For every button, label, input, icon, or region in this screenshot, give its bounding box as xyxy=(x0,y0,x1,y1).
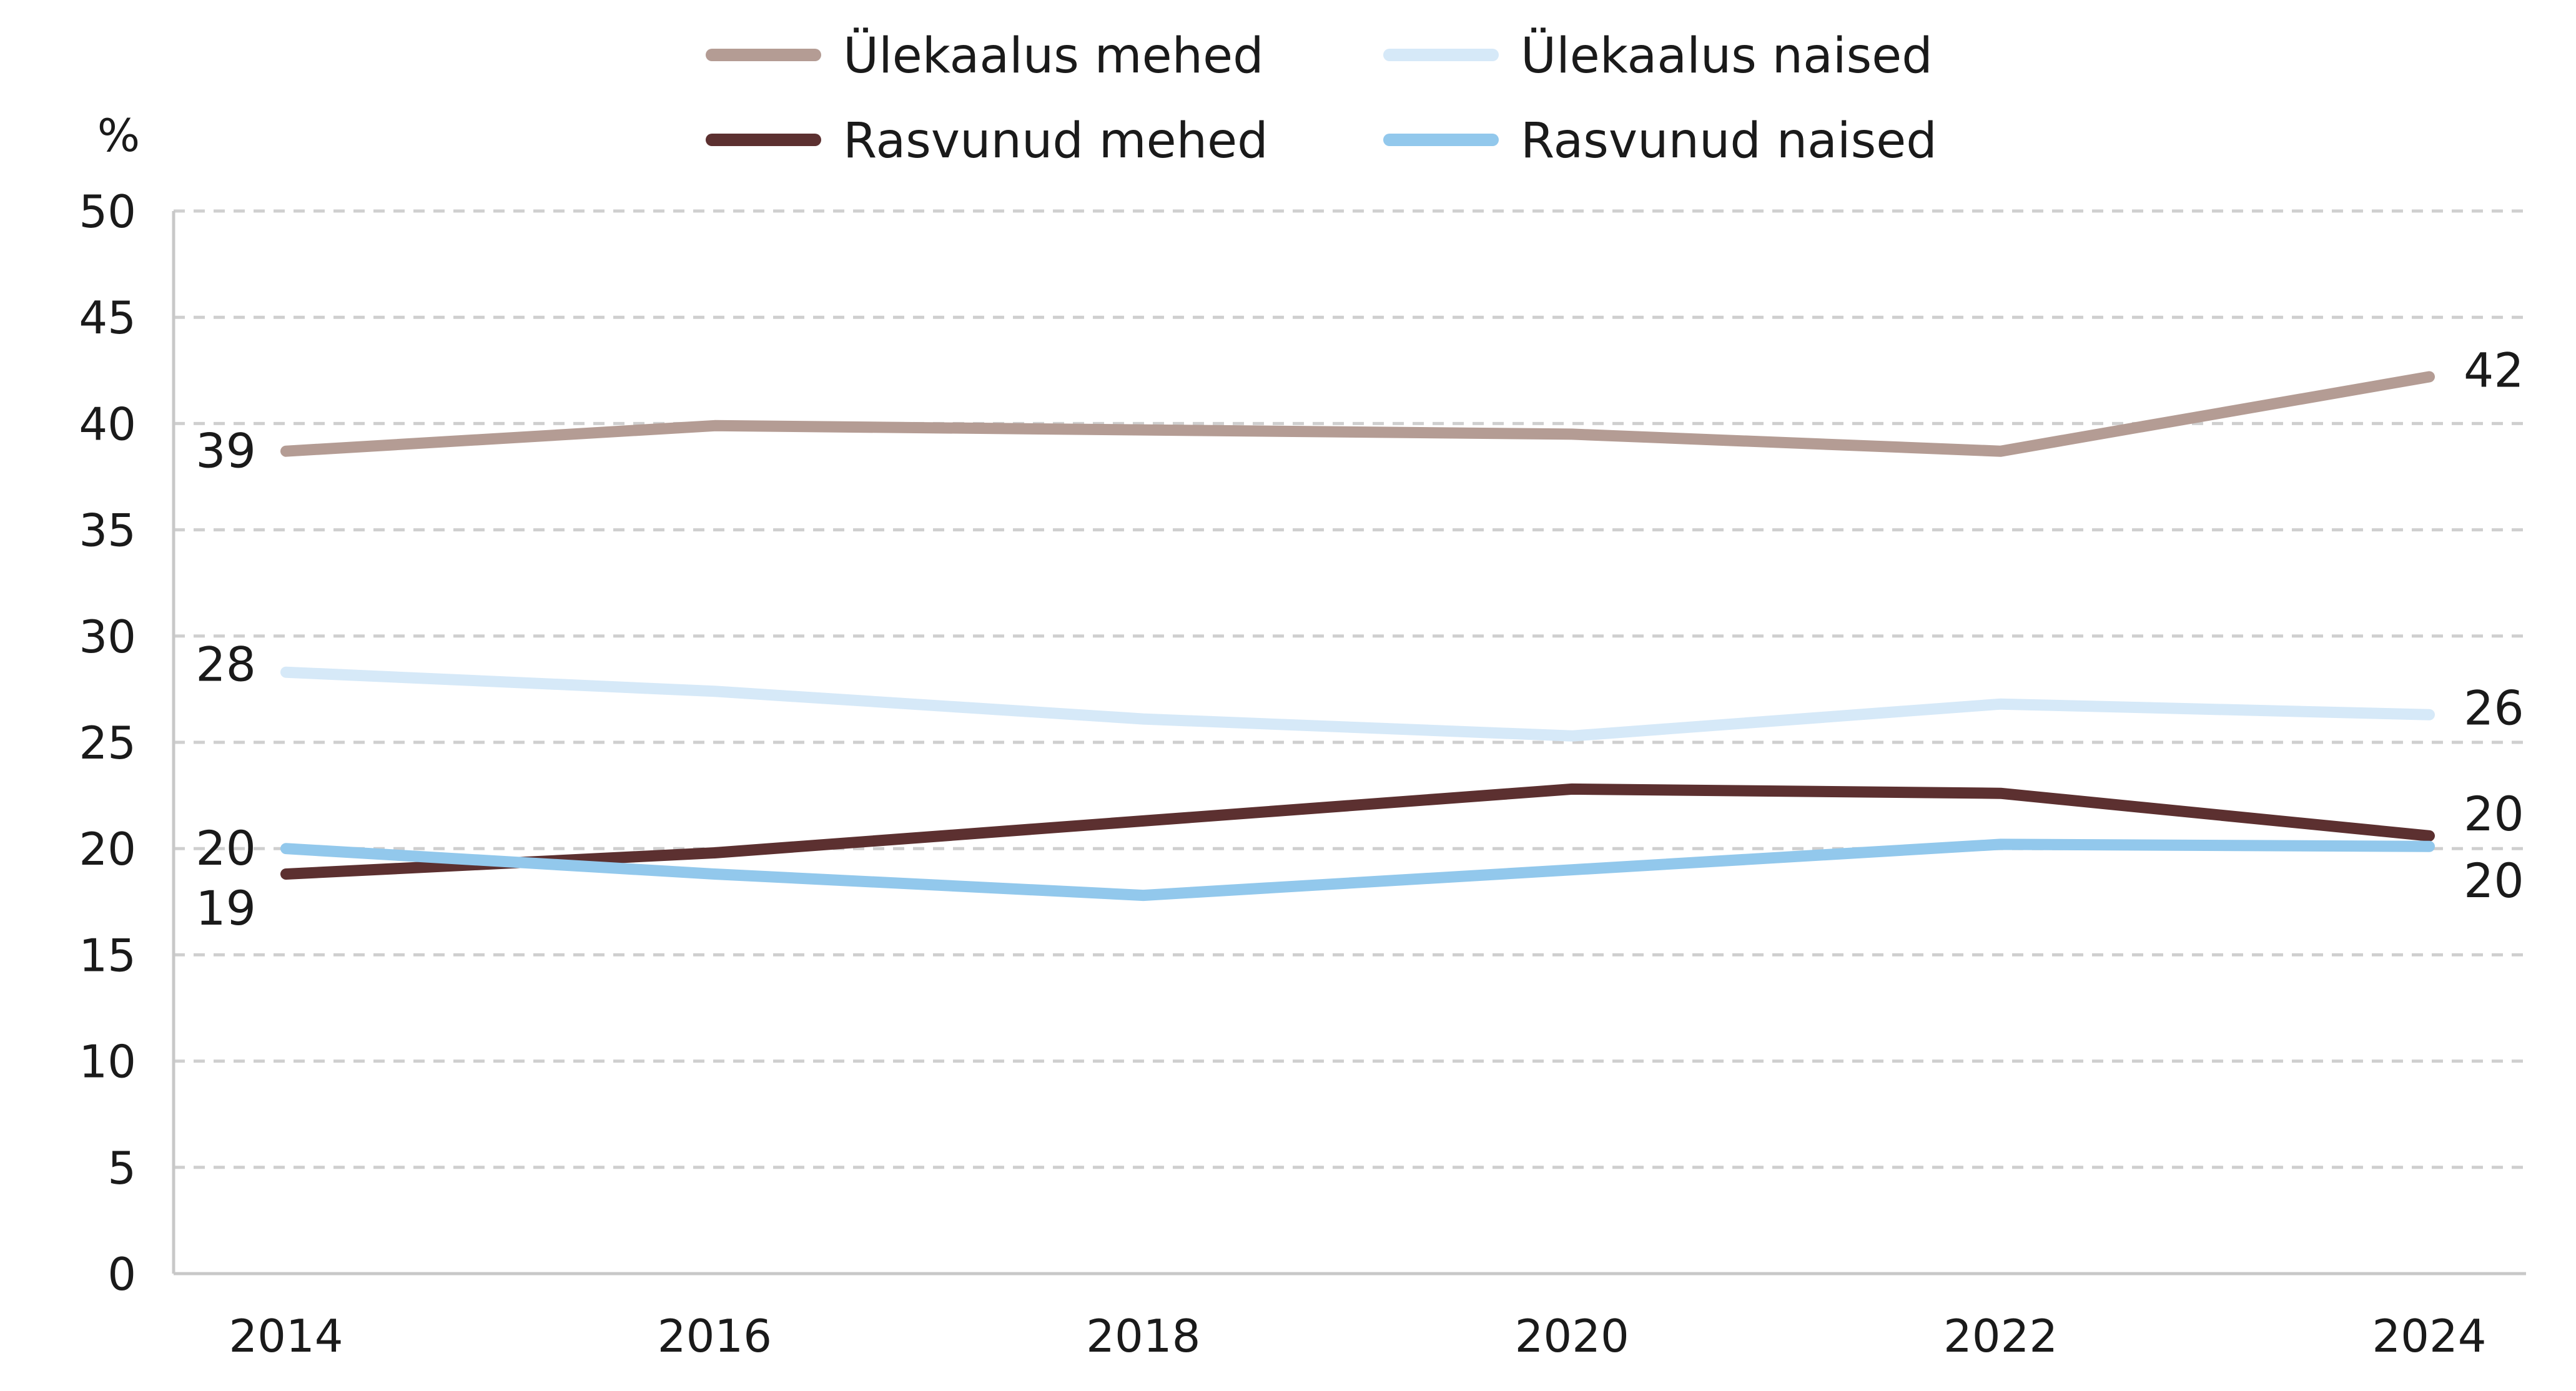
series-1-end-label: 42 xyxy=(2464,343,2524,398)
y-tick-label: 5 xyxy=(107,1142,136,1194)
series-line-3 xyxy=(280,783,2435,880)
series-2-end-label: 26 xyxy=(2464,681,2524,736)
y-tick-label: 30 xyxy=(79,611,136,663)
series-line-1 xyxy=(280,371,2435,457)
legend-label: Rasvunud naised xyxy=(1521,113,1937,169)
y-tick-label: 45 xyxy=(79,292,136,344)
series-4-end-label: 20 xyxy=(2464,853,2524,908)
x-tick-label: 2016 xyxy=(658,1310,772,1362)
legend-item-1: Ülekaalus mehed xyxy=(706,27,1264,84)
series-3-start-label: 19 xyxy=(195,880,256,936)
series-1-start-label: 39 xyxy=(195,423,256,479)
legend-item-4: Rasvunud naised xyxy=(1383,113,1937,169)
legend-item-2: Ülekaalus naised xyxy=(1383,27,1933,84)
x-tick-label: 2024 xyxy=(2372,1310,2486,1362)
y-tick-label: 35 xyxy=(79,504,136,557)
legend: Ülekaalus mehed Ülekaalus naised Rasvunud … xyxy=(706,27,1937,169)
y-tick-label: 15 xyxy=(79,929,136,981)
x-tick-label: 2014 xyxy=(229,1310,343,1362)
series-line-4 xyxy=(280,838,2435,902)
x-tick-label: 2022 xyxy=(1943,1310,2058,1362)
gridlines xyxy=(174,209,2526,1169)
y-tick-label: 50 xyxy=(79,185,136,238)
legend-label: Rasvunud mehed xyxy=(843,113,1268,169)
x-tick-label: 2020 xyxy=(1515,1310,1629,1362)
y-tick-label: 0 xyxy=(107,1248,136,1300)
x-tick-label: 2018 xyxy=(1086,1310,1200,1362)
series-4-start-label: 20 xyxy=(195,820,256,876)
y-tick-label: 10 xyxy=(79,1036,136,1088)
y-tick-label: 20 xyxy=(79,823,136,875)
y-unit-label: % xyxy=(97,109,140,162)
y-tick-label: 40 xyxy=(79,398,136,450)
series-3-end-label: 20 xyxy=(2464,786,2524,842)
legend-item-3: Rasvunud mehed xyxy=(706,113,1268,169)
legend-label: Ülekaalus mehed xyxy=(843,27,1264,84)
series-lines xyxy=(280,371,2435,902)
series-2-start-label: 28 xyxy=(195,637,256,692)
y-tick-label: 25 xyxy=(79,717,136,769)
legend-label: Ülekaalus naised xyxy=(1521,27,1933,84)
series-line-2 xyxy=(280,666,2435,742)
